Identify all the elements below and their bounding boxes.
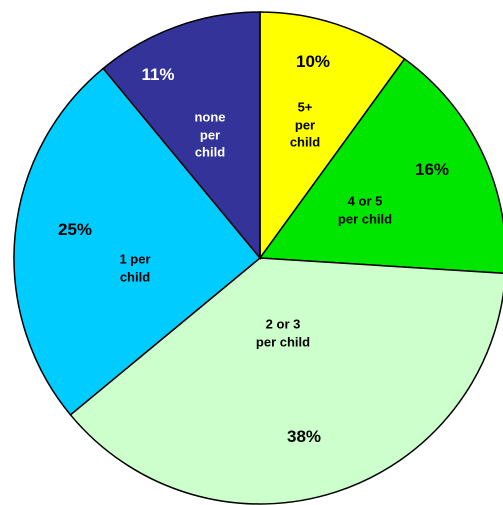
value-label: 38% (286, 427, 322, 446)
category-label: 4 or 5 per child (337, 193, 393, 226)
value-label: 10% (295, 52, 331, 71)
pie-slice (102, 11, 261, 261)
value-label: 16% (414, 160, 450, 179)
value-label: 11% (141, 65, 175, 84)
pie-slice (259, 11, 406, 261)
category-label: 2 or 3 per child (255, 316, 311, 349)
category-label: 5+ per child (289, 99, 321, 150)
pie-slice (13, 67, 262, 416)
value-label: 25% (57, 220, 93, 239)
pie-slice (258, 57, 503, 275)
category-label: none per child (194, 109, 226, 160)
category-label: 1 per child (119, 251, 151, 284)
pie-slice (69, 257, 503, 505)
